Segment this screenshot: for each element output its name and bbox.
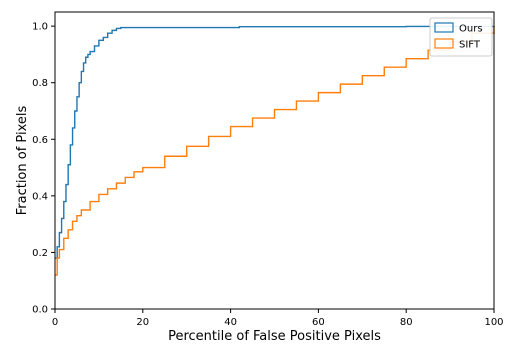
- legend-label-sift: SIFT: [459, 40, 481, 51]
- x-tick-label: 20: [136, 317, 149, 328]
- x-axis: 0 20 40 60 80 100: [52, 309, 504, 328]
- series-line-sift: [55, 26, 495, 276]
- y-tick-label: 0.0: [32, 305, 48, 316]
- y-axis: 0.0 0.2 0.4 0.6 0.8 1.0: [32, 22, 55, 316]
- plot-frame: [54, 11, 495, 310]
- legend-swatch-ours: [434, 22, 454, 33]
- legend-box: [429, 17, 493, 57]
- x-tick-label: 60: [312, 317, 325, 328]
- x-tick-label: 100: [484, 317, 503, 328]
- legend: Ours SIFT: [429, 17, 493, 57]
- y-tick-label: 0.8: [32, 78, 48, 89]
- y-tick-label: 0.2: [32, 248, 48, 259]
- legend-swatch-sift: [434, 38, 454, 49]
- x-tick-label: 80: [400, 317, 413, 328]
- series-layer: [55, 25, 495, 276]
- y-tick-label: 0.4: [32, 191, 48, 202]
- y-tick-label: 1.0: [32, 22, 48, 33]
- legend-label-ours: Ours: [459, 24, 483, 35]
- x-tick-label: 40: [224, 317, 237, 328]
- x-tick-label: 0: [52, 317, 58, 328]
- y-axis-label: Fraction of Pixels: [15, 106, 30, 216]
- series-line-ours: [55, 25, 495, 259]
- x-axis-label: Percentile of False Positive Pixels: [168, 329, 381, 344]
- y-tick-label: 0.6: [32, 135, 48, 146]
